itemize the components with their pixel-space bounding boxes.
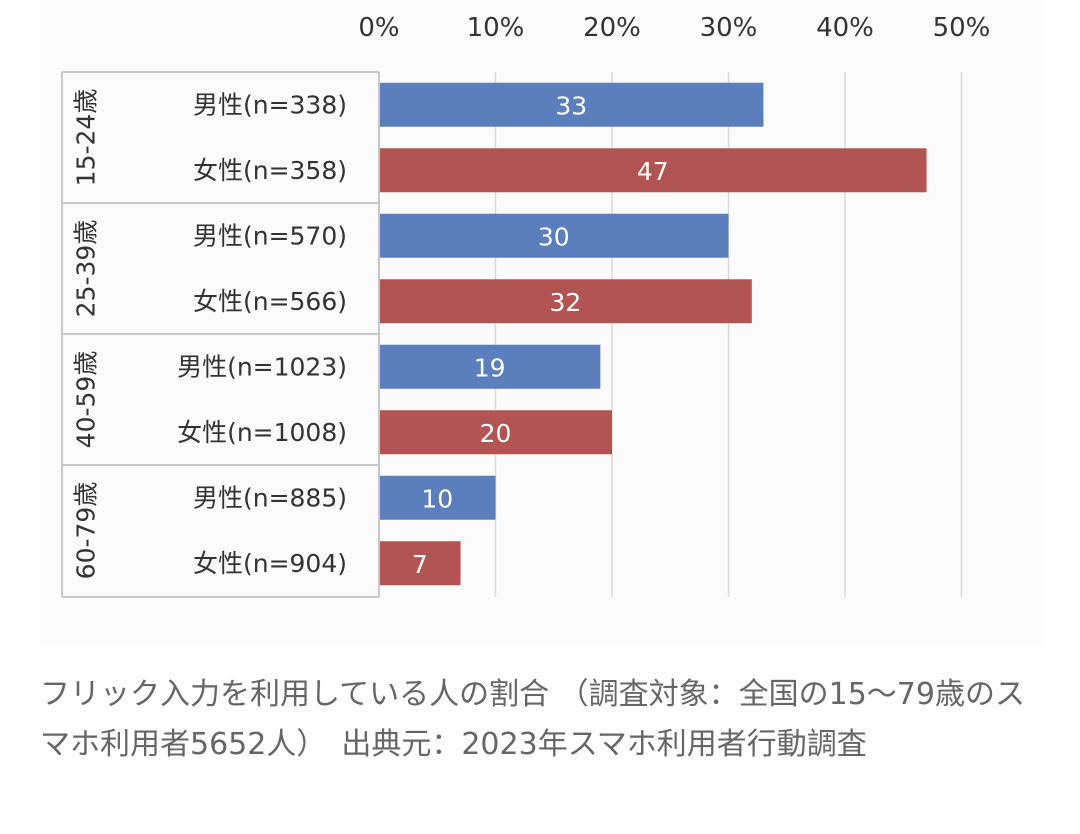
x-tick-label: 0% [358, 13, 399, 43]
row-label: 男性(n=338) [193, 90, 347, 119]
x-tick-label: 50% [933, 13, 991, 43]
chart-area: 0% 10% 20% 30% 40% 50% 15-24歳 男性(n=338) 33 女性(n=3… [40, 0, 1043, 646]
x-tick-label: 40% [816, 13, 874, 43]
bar-data-label: 30 [538, 222, 570, 251]
bar-data-label: 32 [549, 288, 581, 317]
bar [380, 82, 764, 127]
bar-data-label: 7 [412, 550, 428, 579]
x-tick-label: 20% [583, 13, 641, 43]
x-tick-label: 30% [700, 13, 758, 43]
group-label: 25-39歳 [72, 220, 101, 318]
group-label: 15-24歳 [72, 89, 101, 187]
row-label: 女性(n=904) [193, 549, 347, 578]
bar [380, 279, 752, 324]
group-label: 60-79歳 [72, 482, 101, 580]
row-label: 男性(n=1023) [177, 352, 347, 381]
bar-data-label: 10 [421, 484, 453, 513]
chart-caption: フリック入力を利用している人の割合 （調査対象：全国の15〜79歳のスマホ利用者… [40, 677, 1025, 762]
group-label: 40-59歳 [72, 351, 101, 449]
bar [380, 475, 496, 520]
bar-data-label: 33 [555, 91, 587, 120]
bar-data-label: 47 [637, 157, 669, 186]
bar [380, 344, 601, 389]
bar-data-label: 19 [474, 353, 506, 382]
bar-chart: 0% 10% 20% 30% 40% 50% 15-24歳 男性(n=338) 33 女性(n=3… [61, 13, 991, 598]
row-label: 男性(n=885) [193, 483, 347, 512]
bar [380, 541, 461, 586]
row-label: 女性(n=1008) [177, 418, 347, 447]
row-label: 男性(n=570) [193, 221, 347, 250]
row-label: 女性(n=566) [193, 287, 347, 316]
bar-data-label: 20 [480, 419, 512, 448]
bar [380, 148, 927, 193]
bar [380, 410, 612, 455]
bar [380, 213, 729, 258]
x-tick-label: 10% [467, 13, 525, 43]
row-label: 女性(n=358) [193, 156, 347, 185]
